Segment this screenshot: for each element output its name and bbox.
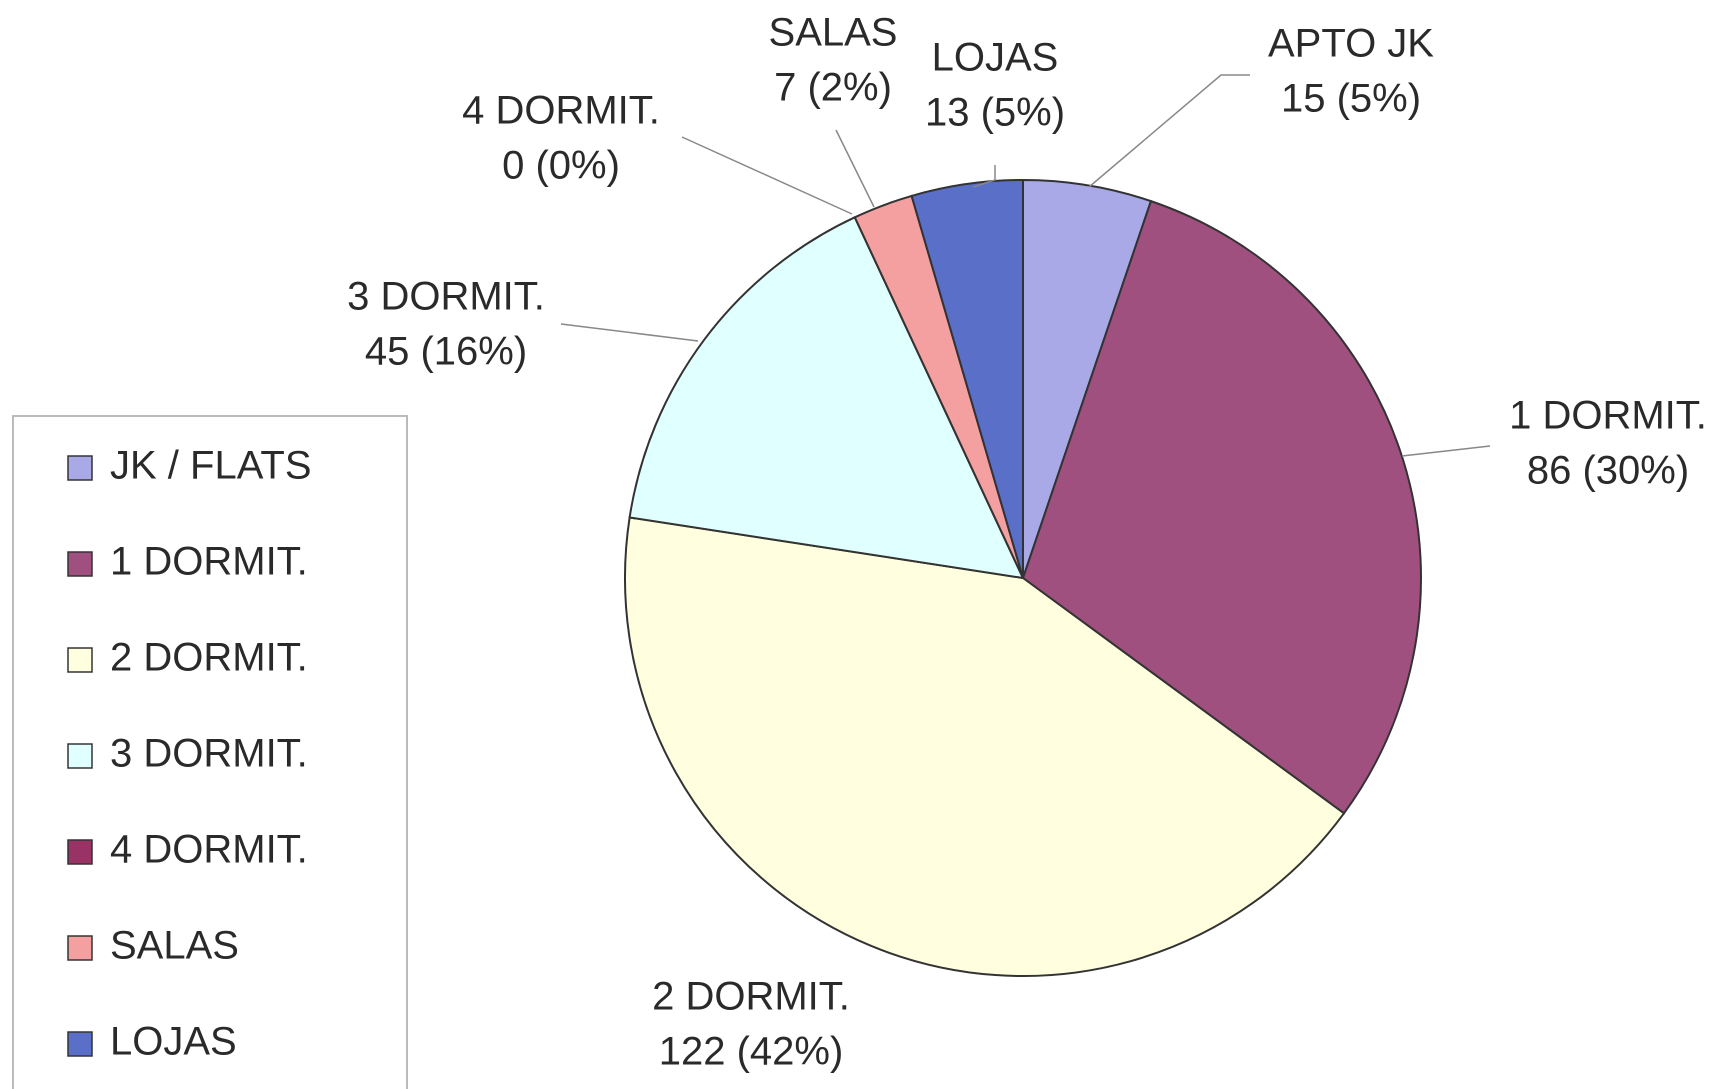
slice-label: APTO JK	[1268, 22, 1434, 66]
slice-label: SALAS	[769, 11, 898, 55]
pie-slice	[910, 178, 1024, 579]
legend-label: 2 DORMIT.	[110, 636, 308, 680]
legend-swatch	[67, 935, 93, 961]
pie-slice	[1021, 199, 1422, 815]
slice-label: 3 DORMIT.	[347, 275, 545, 319]
leader-line	[835, 129, 875, 208]
data-label: 0 (0%)	[502, 144, 620, 188]
legend-label: 3 DORMIT.	[110, 732, 308, 776]
data-label: 15 (5%)	[1281, 77, 1421, 121]
slice-label: 4 DORMIT.	[462, 89, 660, 133]
leader-line	[681, 136, 853, 215]
data-label: 122 (42%)	[659, 1030, 844, 1074]
legend-swatch	[67, 455, 93, 481]
legend-swatch	[67, 743, 93, 769]
legend-label: JK / FLATS	[110, 444, 312, 488]
leader-line	[1088, 74, 1250, 188]
leader-line	[560, 323, 699, 342]
legend-label: 4 DORMIT.	[110, 828, 308, 872]
legend-swatch	[67, 839, 93, 865]
data-label: 13 (5%)	[925, 91, 1065, 135]
leader-line	[1401, 445, 1491, 457]
slice-label: LOJAS	[932, 36, 1059, 80]
legend-label: SALAS	[110, 924, 239, 968]
legend-swatch	[67, 647, 93, 673]
legend-label: LOJAS	[110, 1020, 237, 1064]
data-label: 45 (16%)	[365, 330, 527, 374]
pie-slice	[624, 516, 1346, 977]
legend-swatch	[67, 1031, 93, 1057]
slice-label: 1 DORMIT.	[1509, 394, 1707, 438]
legend-swatch	[67, 551, 93, 577]
leader-line	[972, 165, 996, 188]
slice-label: 2 DORMIT.	[652, 975, 850, 1019]
data-label: 86 (30%)	[1527, 449, 1689, 493]
data-label: 7 (2%)	[774, 66, 892, 110]
legend-label: 1 DORMIT.	[110, 540, 308, 584]
pie-slice	[628, 215, 1025, 580]
